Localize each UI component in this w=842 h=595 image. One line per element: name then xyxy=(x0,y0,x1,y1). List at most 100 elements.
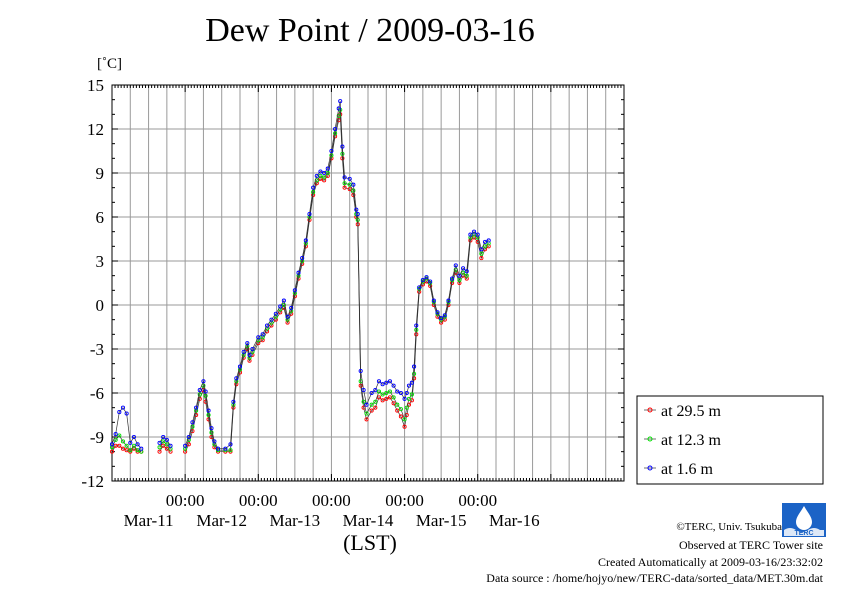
data-point xyxy=(398,390,403,396)
series-line xyxy=(111,407,142,449)
data-point xyxy=(398,407,403,412)
data-point xyxy=(307,212,312,217)
data-point xyxy=(120,439,126,444)
y-axis: -12 -9 -6 -3 0 3 6 9 12 15 xyxy=(81,76,624,491)
x-day-label: Mar-13 xyxy=(270,511,321,530)
x-day-label: Mar-15 xyxy=(416,511,467,530)
data-point xyxy=(325,166,330,171)
data-point xyxy=(431,298,436,303)
data-point xyxy=(369,402,374,407)
legend-marker xyxy=(647,436,653,442)
y-tick-label: 9 xyxy=(96,164,105,183)
x-day-label: Mar-14 xyxy=(343,511,394,530)
data-point xyxy=(296,270,301,275)
data-point xyxy=(450,276,455,281)
data-point xyxy=(117,433,122,438)
legend-box xyxy=(636,395,824,485)
data-point xyxy=(329,148,334,154)
legend-label: at 29.5 m xyxy=(661,403,722,420)
data-point xyxy=(231,399,236,404)
x-day-label: Mar-11 xyxy=(124,511,174,530)
y-tick-label: -12 xyxy=(81,472,104,491)
data-point xyxy=(376,379,382,384)
series-0 xyxy=(109,112,491,454)
data-point xyxy=(228,442,233,447)
water-drop-icon xyxy=(796,506,812,530)
data-point xyxy=(361,388,366,393)
data-point xyxy=(482,239,488,244)
data-point xyxy=(117,410,122,415)
x-tick-time-label: 00:00 xyxy=(312,491,351,510)
data-point xyxy=(395,408,400,413)
data-point xyxy=(340,151,345,156)
data-point xyxy=(113,443,118,448)
data-point xyxy=(354,207,359,212)
data-point xyxy=(406,396,412,401)
data-point xyxy=(203,393,208,398)
data-point xyxy=(164,437,169,442)
data-point xyxy=(373,405,378,410)
data-point xyxy=(206,412,211,418)
y-tick-label: -3 xyxy=(90,340,104,359)
data-point xyxy=(380,392,385,397)
data-point xyxy=(322,170,327,176)
data-point xyxy=(482,244,488,249)
data-point xyxy=(417,285,422,290)
x-day-label: Mar-16 xyxy=(489,511,540,530)
data-point xyxy=(347,187,352,192)
data-point xyxy=(364,402,369,407)
logo-text: TERC xyxy=(794,530,813,537)
data-point xyxy=(428,279,433,284)
data-point xyxy=(361,399,366,404)
data-point xyxy=(318,173,323,178)
series-line xyxy=(184,101,489,450)
data-point xyxy=(212,439,217,444)
data-point xyxy=(139,446,144,451)
data-point xyxy=(395,389,400,394)
data-point xyxy=(439,316,444,321)
y-tick-label: 15 xyxy=(87,76,104,95)
data-point xyxy=(384,396,389,401)
data-point xyxy=(364,417,369,422)
data-point xyxy=(409,380,414,385)
data-point xyxy=(265,323,270,328)
x-tick-time-label: 00:00 xyxy=(458,491,497,510)
data-point xyxy=(342,181,347,186)
data-point xyxy=(347,176,352,181)
series-2 xyxy=(109,99,491,451)
y-tick-label: -6 xyxy=(90,384,104,403)
data-point xyxy=(322,175,327,180)
observed-at-text: Observed at TERC Tower site xyxy=(678,538,823,552)
data-point xyxy=(384,390,389,396)
copyright-text: ©TERC, Univ. Tsukuba xyxy=(676,521,782,533)
data-point xyxy=(164,446,169,451)
y-tick-label: 6 xyxy=(96,208,105,227)
data-point xyxy=(387,395,392,400)
data-point xyxy=(245,341,250,346)
data-point xyxy=(325,170,330,176)
data-point xyxy=(190,420,195,425)
data-point xyxy=(414,323,419,328)
data-point xyxy=(336,106,341,111)
y-axis-unit-label: [˚C] xyxy=(97,56,122,72)
data-point xyxy=(391,395,396,400)
data-point xyxy=(355,212,360,217)
data-point xyxy=(461,270,466,275)
data-point xyxy=(131,443,136,448)
data-point xyxy=(113,432,118,437)
legend-label: at 12.3 m xyxy=(661,432,722,449)
legend-label: at 1.6 m xyxy=(661,461,714,478)
data-point xyxy=(197,392,202,397)
terc-logo: TERC xyxy=(782,503,826,537)
data-point xyxy=(161,434,166,440)
data-point xyxy=(384,380,389,385)
data-point xyxy=(486,238,491,243)
data-point xyxy=(183,443,188,448)
data-point xyxy=(278,304,283,309)
data-point xyxy=(311,185,316,190)
series-line xyxy=(184,109,489,451)
data-point xyxy=(329,153,334,158)
data-point xyxy=(311,190,316,195)
data-point xyxy=(157,449,162,454)
